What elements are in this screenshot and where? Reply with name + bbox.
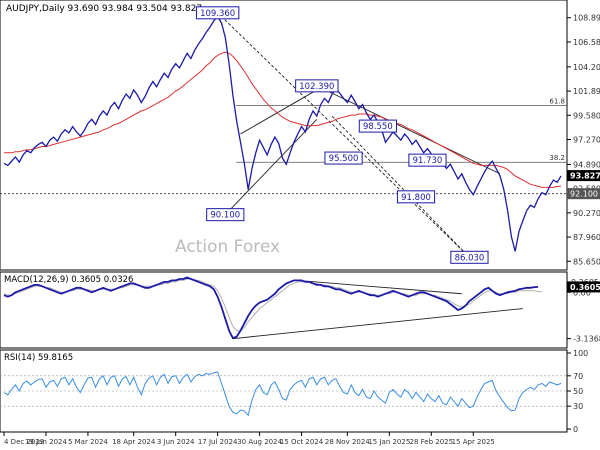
last-price-badge (567, 170, 600, 182)
pivot-label-box (206, 208, 245, 222)
trendline (240, 89, 318, 135)
x-tick-label: 5 Mar 2024 (68, 438, 108, 446)
rsi-tick-label: 0 (573, 425, 578, 434)
pivot-label-box (408, 153, 447, 167)
pivot-label-text: 95.500 (329, 154, 359, 164)
rsi-tick-label: 70 (573, 372, 583, 381)
price-tick-label: 90.270 (573, 209, 600, 218)
price-tick-label: 108.890 (573, 14, 600, 23)
price-tick-label: 94.890 (573, 160, 600, 169)
trendline (316, 85, 501, 175)
price-tick-label: 106.580 (573, 38, 600, 47)
macd-last-badge (567, 281, 600, 293)
rsi-tick-label: 30 (573, 402, 583, 411)
macd-line (3, 276, 539, 340)
x-tick-label: 15 Oct 2024 (280, 438, 324, 446)
pivot-label-text: 98.550 (363, 122, 393, 132)
price-tick-label: 85.650 (573, 257, 600, 266)
rsi-line (3, 371, 562, 417)
x-tick-label: 17 Jul 2024 (198, 438, 238, 446)
pivot-label-box (396, 190, 436, 204)
price-tick-label: 99.580 (573, 111, 600, 120)
trendline (224, 118, 318, 215)
price-tick-label: 101.890 (573, 87, 600, 96)
pivot-label: 98.550 (358, 119, 397, 133)
price-panel-title: AUDJPY,Daily 93.690 93.984 93.504 93.827 (6, 4, 202, 14)
price-trendlines (217, 12, 501, 258)
dotted-level-label: 92.100 (570, 190, 598, 199)
pivot-label-text: 91.800 (401, 193, 431, 203)
trendline (232, 308, 523, 340)
trendline (331, 115, 470, 258)
pivot-label: 91.730 (408, 153, 447, 167)
pivot-label: 109.360 (195, 6, 240, 20)
pivot-label-text: 102.390 (299, 82, 334, 92)
pivot-label: 91.800 (396, 190, 436, 204)
macd-trendlines (232, 279, 523, 340)
rsi-panel: RSI(14) 59.8165 100 70 50 30 0 (0, 349, 588, 434)
dotted-level-badge (567, 188, 600, 200)
rsi-panel-title: RSI(14) 59.8165 (4, 353, 73, 363)
pivot-label-box (358, 119, 397, 133)
rsi-axis: 100 70 50 30 0 (567, 349, 588, 434)
macd-last-value-label: 0.3605 (570, 283, 600, 292)
watermark: Action Forex (175, 237, 280, 257)
pivot-label: 90.100 (206, 208, 245, 222)
pivot-label-text: 91.730 (413, 156, 443, 166)
pivot-label-text: 109.360 (200, 9, 235, 19)
rsi-tick-label: 50 (573, 387, 583, 396)
x-tick-label: 3 Jun 2024 (157, 438, 195, 446)
pivot-label-box (450, 250, 489, 264)
pivot-label-box (195, 6, 240, 20)
macd-last-tag: 0.3605 (567, 281, 600, 293)
price-panel: AUDJPY,Daily 93.690 93.984 93.504 93.827… (0, 0, 600, 271)
trendline (217, 12, 470, 258)
x-tick-label: 19 Jan 2024 (25, 438, 68, 446)
pivot-label-box (324, 151, 363, 165)
fib-level-label: 61.8 (549, 98, 565, 106)
macd-tick-label: -3.1368 (573, 335, 600, 344)
price-tick-label: 97.270 (573, 136, 600, 145)
x-tick-label: 28 Feb 2025 (409, 438, 453, 446)
fib-level-label: 38.2 (549, 154, 565, 162)
pivot-labels: 109.360 102.390 98.550 91.730 95.500 91.800 90… (195, 6, 489, 264)
dotted-level-tag: 92.100 (567, 188, 600, 200)
x-tick-label: 28 Nov 2024 (325, 438, 370, 446)
trendline (297, 279, 462, 295)
price-line (3, 15, 562, 252)
pivot-label-box (295, 79, 339, 93)
x-tick-label: 15 Jan 2025 (368, 438, 410, 446)
price-tick-label: 104.200 (573, 63, 600, 72)
last-price-label: 93.827 (570, 172, 600, 181)
last-price-tag: 93.827 (567, 170, 600, 182)
pivot-label: 102.390 (295, 79, 339, 93)
macd-tick-label: 0.00 (573, 288, 591, 297)
macd-panel-title: MACD(12,26,9) 0.3605 0.0326 (4, 275, 133, 285)
pivot-label: 95.500 (324, 151, 363, 165)
ma-line (4, 51, 561, 188)
x-tick-label: 18 Apr 2024 (112, 438, 156, 446)
x-tick-label: 15 Apr 2025 (452, 438, 495, 446)
x-tick-label: 30 Aug 2024 (237, 438, 282, 446)
price-tick-label: 87.960 (573, 233, 600, 242)
pivot-label-text: 90.100 (210, 211, 240, 221)
x-tick-label: 4 Dec 2023 (4, 438, 44, 446)
rsi-tick-label: 100 (573, 349, 588, 358)
pivot-label-text: 86.030 (455, 253, 485, 263)
macd-panel: MACD(12,26,9) 0.3605 0.0326 0.00-3.1368 … (0, 271, 600, 349)
pivot-label: 86.030 (450, 250, 489, 264)
